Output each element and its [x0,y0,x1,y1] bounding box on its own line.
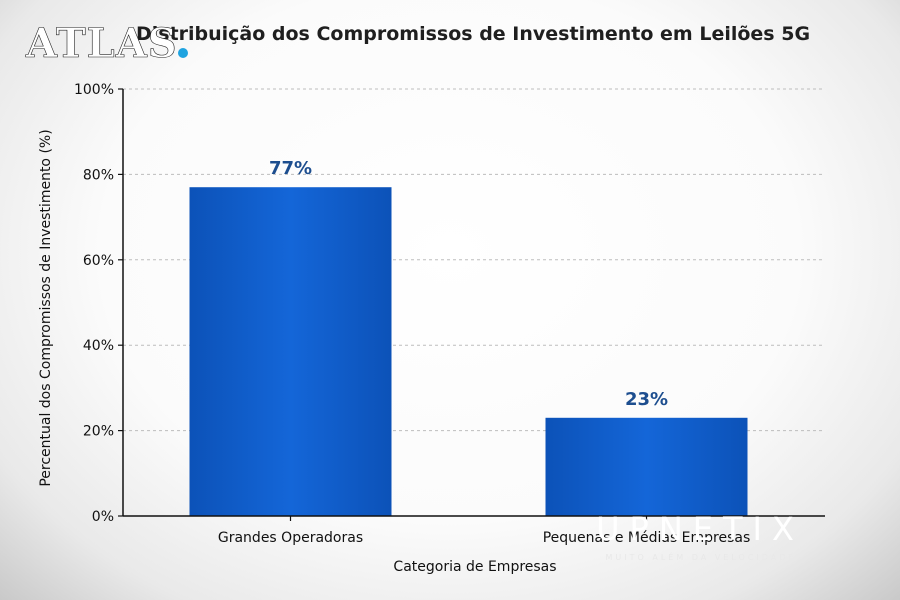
y-tick-label: 100% [74,82,114,98]
bar-value-label: 77% [269,158,312,179]
upnetix-logo-text: UPNETIX [596,510,804,548]
atlas-logo-text: ATLAS [25,20,178,67]
chart-title: Distribuição dos Compromissos de Investi… [136,23,810,45]
bar [545,417,748,516]
atlas-logo-dot [178,48,188,58]
atlas-logo: ATLAS [25,20,188,67]
y-tick-label: 20% [83,424,114,440]
y-ticks: 0% 20% 40% 60% 80% 100% [74,82,123,525]
bar-labels: 77% Grandes Operadoras 23% Pequenas e Média… [218,158,750,546]
x-axis-label: Categoria de Empresas [393,559,556,575]
x-tick-label: Pequenas e Médias Empresas [543,530,751,546]
upnetix-tagline: MUITO ALÉM DA VELOCIDADE [606,551,797,562]
bar [189,187,392,516]
y-tick-label: 80% [83,167,114,183]
bars-group [189,187,748,516]
axes [122,89,825,517]
x-tick-label: Grandes Operadoras [218,530,363,546]
y-tick-label: 40% [83,338,114,354]
upnetix-logo: UPNETIX MUITO ALÉM DA VELOCIDADE [596,510,804,562]
y-tick-label: 0% [92,509,114,525]
y-axis-label: Percentual dos Compromissos de Investime… [38,129,54,486]
bar-value-label: 23% [625,389,668,410]
y-tick-label: 60% [83,253,114,269]
